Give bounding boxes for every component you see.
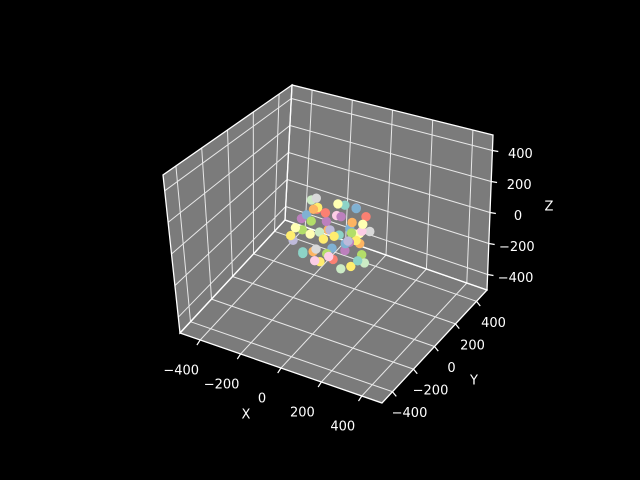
grid-line [190, 321, 393, 393]
z-tick [489, 211, 496, 215]
scatter-point [324, 251, 334, 262]
grid-lines [164, 89, 493, 397]
x-tick [236, 353, 242, 360]
x-tick-label: −200 [204, 378, 240, 393]
scatter-point [365, 226, 375, 237]
grid-line [253, 253, 456, 325]
z-tick-label: 0 [514, 209, 522, 224]
scatter-point [314, 227, 325, 237]
scatter-point [311, 244, 321, 254]
x-tick [277, 367, 282, 374]
scatter-point [340, 245, 350, 256]
y-tick [434, 346, 439, 352]
left-wall-pane [163, 85, 292, 333]
x-axis-label: X [242, 408, 251, 423]
grid-line [289, 125, 492, 182]
x-tick-label: 0 [258, 392, 266, 407]
y-tick-label: 200 [460, 338, 485, 353]
scatter-point [343, 236, 353, 246]
scatter-point [298, 248, 308, 259]
panes [163, 85, 493, 403]
x-tick-label: 200 [290, 406, 315, 421]
scatter-point [290, 223, 301, 233]
grid-line [177, 206, 287, 318]
grid-line [164, 98, 292, 192]
y-tick [413, 368, 418, 375]
scatter-point [320, 208, 331, 218]
z-tick [487, 273, 494, 277]
grid-line [174, 179, 288, 286]
y-axis-label: Y [469, 374, 478, 389]
grid-line [211, 298, 414, 370]
scatter-points [286, 193, 375, 274]
scatter-point [361, 212, 371, 222]
grid-line [167, 125, 291, 223]
scatter-point [311, 193, 321, 203]
grid-line [274, 230, 477, 302]
scatter-point [305, 229, 315, 239]
axes-annotations: −400 −200 0 200 400 X −400 −200 0 200 400 Y −400 −200… [163, 147, 553, 435]
y-tick [392, 391, 397, 397]
scatter-point [358, 219, 368, 229]
z-tick-label: −400 [498, 271, 534, 286]
scatter-point [321, 216, 332, 227]
scatter-point [346, 261, 356, 272]
grid-line [285, 206, 488, 275]
scatter-point [353, 256, 363, 266]
z-tick [488, 242, 495, 246]
x-tick [357, 395, 363, 402]
x-tick [317, 381, 322, 388]
scatter-point [347, 217, 357, 228]
scatter-point [351, 203, 361, 214]
scatter-point [306, 216, 316, 226]
y-tick-label: 400 [481, 316, 506, 331]
z-tick-label: −200 [499, 240, 535, 255]
scatter-point [329, 231, 339, 241]
y-tick-label: 0 [447, 361, 455, 376]
z-tick-label: 400 [508, 147, 533, 162]
scatter-point [318, 234, 329, 244]
scatter-point [336, 212, 346, 222]
scatter-point [340, 200, 350, 210]
y-tick-label: −400 [392, 406, 428, 421]
pane-edge [284, 84, 494, 291]
x-tick [196, 339, 201, 346]
scatter-point [346, 228, 357, 238]
z-axis-label: Z [545, 200, 554, 215]
grid-line [288, 152, 491, 213]
grid-line [232, 276, 435, 347]
scatter-point [308, 204, 319, 214]
z-tick [491, 180, 498, 184]
y-tick [455, 323, 460, 329]
grid-line [286, 179, 489, 244]
x-tick-label: 400 [330, 420, 355, 435]
scatter-point [336, 264, 346, 274]
x-tick-label: −400 [163, 364, 199, 379]
y-tick-label: −200 [413, 384, 449, 399]
z-tick [492, 149, 499, 153]
scatter-point [310, 256, 320, 266]
grid-line [291, 98, 493, 151]
scatter-point [357, 226, 367, 236]
grid-line [171, 152, 289, 255]
scatter-point [333, 199, 343, 209]
y-tick [476, 300, 481, 307]
pane-edges [162, 83, 494, 404]
scatter-point [286, 230, 296, 241]
z-tick-label: 200 [507, 178, 532, 193]
